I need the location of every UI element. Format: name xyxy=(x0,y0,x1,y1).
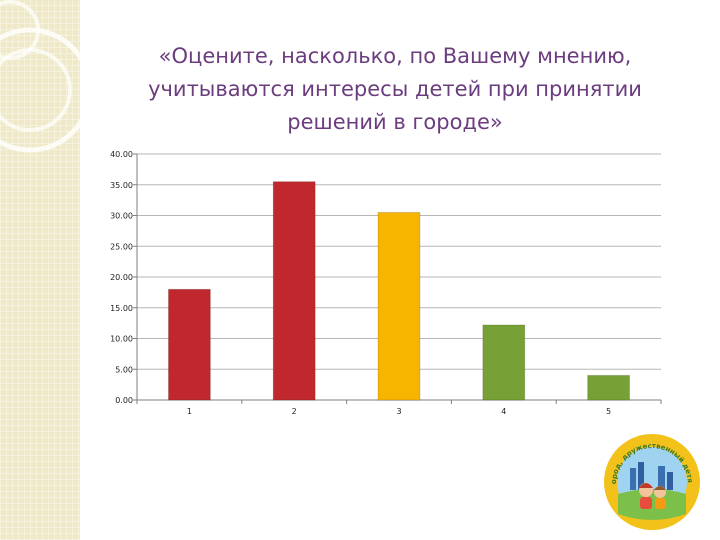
decorative-rings xyxy=(0,0,80,153)
y-tick-label: 35.00 xyxy=(110,181,133,190)
bar-chart: 0.00 5.00 10.00 15.00 20.00 25.00 30.00 35.00 40… xyxy=(110,150,662,416)
slide-title-line-3: решений в городе» xyxy=(287,110,503,134)
y-tick-label: 0.00 xyxy=(115,396,133,405)
y-tick-label: 40.00 xyxy=(110,150,133,159)
x-tick-label: 2 xyxy=(292,407,297,416)
slide-title-line-2: учитываются интересы детей при принятии xyxy=(148,77,642,101)
slide-title-line-1: «Оцените, насколько, по Вашему мнению, xyxy=(158,44,632,68)
y-tick-label: 30.00 xyxy=(110,212,133,221)
decorative-side-band xyxy=(0,0,80,540)
bar-5 xyxy=(587,374,631,401)
x-tick-label: 4 xyxy=(501,407,506,416)
x-tick-label: 5 xyxy=(606,407,611,416)
bar-4 xyxy=(482,324,526,401)
y-tick-label: 10.00 xyxy=(110,335,133,344)
y-tick-label: 20.00 xyxy=(110,273,133,282)
y-tick-label: 15.00 xyxy=(110,304,133,313)
city-logo: Город, дружественный детям xyxy=(602,432,700,530)
bar-3 xyxy=(377,211,421,401)
x-tick-label: 3 xyxy=(396,407,401,416)
y-tick-label: 25.00 xyxy=(110,242,133,251)
slide-title: «Оцените, насколько, по Вашему мнению, у… xyxy=(80,40,710,139)
y-tick-label: 5.00 xyxy=(115,365,133,374)
x-tick-label: 1 xyxy=(187,407,192,416)
bar-2 xyxy=(272,181,316,401)
bar-1 xyxy=(167,288,211,401)
